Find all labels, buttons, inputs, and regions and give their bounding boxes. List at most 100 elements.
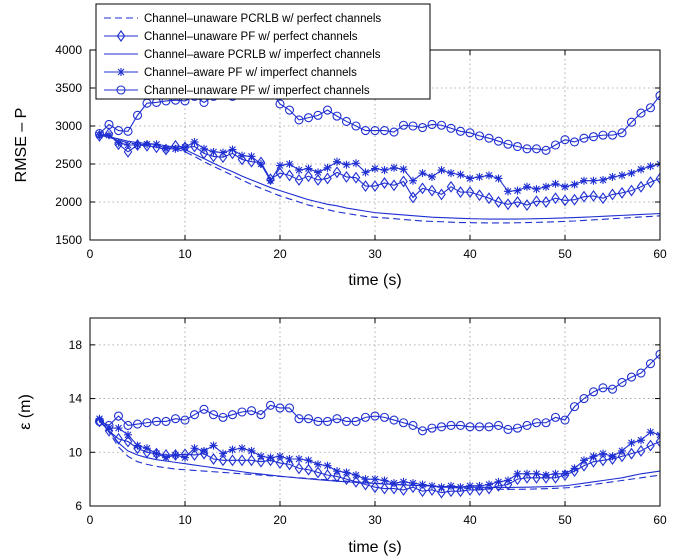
legend-entry-channel-unaware-pf-w-perfect-channels: Channel–unaware PF w/ perfect channels <box>104 30 358 43</box>
error-series-channel-unaware-pf-w-imperfect-channels-point <box>161 416 171 426</box>
error-series-channel-aware-pf-w-imperfect-channels-point <box>304 456 313 465</box>
rmse-series-channel-unaware-pf-w-imperfect-channels-point <box>550 140 561 150</box>
error-series-channel-aware-pf-w-imperfect-channels-point <box>523 469 531 478</box>
rmse-x-tick-label: 50 <box>558 247 572 261</box>
error-series-channel-unaware-pf-w-imperfect-channels-point <box>132 419 143 429</box>
rmse-series-channel-aware-pf-w-imperfect-channels-point <box>200 144 208 153</box>
rmse-y-tick-label: 4000 <box>55 43 82 57</box>
rmse-series-channel-unaware-pf-w-imperfect-channels-point <box>617 128 627 138</box>
rmse-series-channel-aware-pf-w-imperfect-channels-point <box>114 138 123 147</box>
legend-entry-channel-aware-pf-w-imperfect-channels-label: Channel–aware PF w/ imperfect channels <box>144 67 357 79</box>
error-series-channel-aware-pf-w-imperfect-channels-point <box>133 441 142 450</box>
error-series-channel-aware-pf-w-imperfect-channels-point <box>266 453 275 462</box>
rmse-series-channel-unaware-pf-w-perfect-channels-point <box>503 198 513 211</box>
legend-entry-channel-unaware-pf-w-perfect-channels-marker <box>116 30 126 42</box>
error-series-channel-aware-pf-w-imperfect-channels-point <box>485 480 493 489</box>
rmse-series-channel-unaware-pf-w-imperfect-channels-point <box>389 127 399 137</box>
rmse-series-channel-unaware-pf-w-imperfect-channels-point <box>588 132 599 142</box>
error-series-channel-unaware-pf-w-perfect-channels-point <box>636 445 646 457</box>
error-ticks: 0 10 20 30 40 50 60 6 10 14 18 <box>69 318 667 527</box>
rmse-series-channel-aware-pf-w-imperfect-channels-point <box>618 171 626 180</box>
rmse-series-channel-aware-pf-w-imperfect-channels-point <box>399 165 408 174</box>
error-series-channel-unaware-pf-w-perfect-channels-point <box>256 455 266 468</box>
error-series-channel-unaware-pf-w-perfect-channels-point <box>237 454 247 467</box>
error-series-channel-unaware-pf-w-perfect-channels-point <box>418 485 427 498</box>
error-y-tick-label: 18 <box>69 338 83 352</box>
rmse-series-channel-aware-pf-w-imperfect-channels-point <box>247 152 256 161</box>
rmse-series-channel-aware-pf-w-imperfect-channels-point <box>371 164 379 173</box>
rmse-series-channel-unaware-pf-w-perfect-channels-point <box>247 155 256 168</box>
rmse-series-channel-aware-pf-w-imperfect-channels-point <box>561 182 569 191</box>
error-series-channel-unaware-pf-w-imperfect-channels-point <box>560 415 570 425</box>
error-series-channel-unaware-pf-w-imperfect-channels-point <box>474 422 485 432</box>
rmse-series-channel-aware-pf-w-imperfect-channels-point <box>285 160 294 168</box>
rmse-series-channel-unaware-pf-w-perfect-channels-point <box>313 174 323 186</box>
error-series-channel-aware-pf-w-imperfect-channels-point <box>105 424 113 433</box>
error-chart: 0 10 20 30 40 50 60 6 10 14 18 time (s) ε (m) <box>17 317 667 556</box>
error-series-channel-aware-pf-w-imperfect-channels-point <box>513 469 522 478</box>
error-series-channel-unaware-pf-w-imperfect-channels-point <box>617 377 627 388</box>
rmse-series-channel-unaware-pf-w-imperfect-channels-point <box>465 128 475 138</box>
rmse-series-channel-unaware-pf-w-imperfect-channels-point <box>560 135 570 145</box>
error-x-tick-label: 50 <box>558 513 572 527</box>
rmse-series-channel-aware-pf-w-imperfect-channels-point <box>523 182 531 191</box>
error-series-channel-unaware-pf-w-imperfect-channels-point <box>104 420 114 430</box>
rmse-y-tick-label: 3000 <box>55 119 82 133</box>
error-series-channel-aware-pf-w-imperfect-channels-point <box>380 476 389 485</box>
rmse-series-channel-unaware-pf-w-perfect-channels-point <box>418 182 427 195</box>
rmse-series-channel-unaware-pf-w-perfect-channels-point <box>627 184 636 197</box>
error-grid <box>90 318 660 506</box>
error-series-channel-aware-pf-w-imperfect-channels-point <box>181 453 189 462</box>
error-series-channel-unaware-pf-w-imperfect-channels-point <box>351 416 361 426</box>
error-series-channel-aware-pf-w-imperfect-channels-point <box>333 467 341 476</box>
error-plot-area <box>94 349 660 499</box>
rmse-series-channel-unaware-pf-w-perfect-channels-point <box>275 167 285 180</box>
rmse-series-channel-unaware-pf-w-perfect-channels-point <box>513 196 522 208</box>
rmse-series-channel-aware-pf-w-imperfect-channels-point <box>380 166 389 175</box>
rmse-series-channel-aware-pf-w-imperfect-channels-point <box>646 162 655 171</box>
legend-entry-channel-unaware-pf-w-perfect-channels-label: Channel–unaware PF w/ perfect channels <box>144 31 358 43</box>
rmse-series-channel-unaware-pf-w-imperfect-channels-point <box>493 136 504 146</box>
rmse-series-channel-aware-pf-w-imperfect-channels-point <box>133 141 142 149</box>
error-series-channel-aware-pf-w-imperfect-channels-point <box>580 456 588 465</box>
error-series-channel-aware-pf-w-imperfect-channels-point <box>124 430 132 439</box>
rmse-series-channel-unaware-pf-w-imperfect-channels-point <box>607 130 618 140</box>
rmse-series-channel-aware-pf-w-imperfect-channels-point <box>637 165 645 174</box>
error-series-channel-unaware-pf-w-perfect-channels-point <box>541 471 551 484</box>
rmse-series-channel-unaware-pf-w-imperfect-channels-point <box>341 116 352 126</box>
legend-items: Channel–unaware PCRLB w/ perfect channel… <box>104 13 381 97</box>
error-series-channel-aware-pcrlb-w-imperfect-channels <box>99 419 660 489</box>
rmse-series-channel-unaware-pf-w-imperfect-channels-point <box>569 137 580 147</box>
error-series-channel-aware-pf-w-imperfect-channels-point <box>627 438 636 447</box>
rmse-series-channel-unaware-pf-w-perfect-channels-point <box>532 195 541 208</box>
error-series-channel-aware-pf-w-imperfect-channels-point <box>447 481 455 490</box>
error-series-channel-unaware-pf-w-imperfect-channels-point <box>512 423 523 433</box>
error-series-channel-aware-pf-w-imperfect-channels-point <box>295 455 303 463</box>
rmse-series-channel-unaware-pf-w-perfect-channels-point <box>541 196 551 208</box>
error-series-channel-aware-pf-w-imperfect-channels-point <box>542 471 550 480</box>
error-series-channel-unaware-pf-w-perfect-channels-point <box>209 453 218 465</box>
error-series-channel-aware-pf-w-imperfect-channels-point <box>247 446 256 455</box>
error-series-channel-unaware-pf-w-perfect-channels-point <box>399 483 408 496</box>
error-series-channel-aware-pf-w-imperfect-channels-point <box>409 479 417 488</box>
rmse-y-tick-label: 2500 <box>55 157 82 171</box>
error-series-channel-aware-pf-w-imperfect-channels-point <box>371 475 379 484</box>
error-series-channel-aware-pf-w-imperfect-channels-point <box>361 475 370 484</box>
rmse-series-channel-aware-pf-w-imperfect-channels-point <box>181 143 189 152</box>
error-series-channel-unaware-pf-w-perfect-channels-point <box>285 458 294 471</box>
error-series-channel-aware-pf-w-imperfect-channels-point <box>399 477 408 486</box>
error-series-channel-unaware-pf-w-imperfect-channels-point <box>332 414 342 424</box>
error-x-tick-label: 20 <box>273 513 287 527</box>
error-series-channel-unaware-pf-w-imperfect-channels-point <box>436 422 447 432</box>
error-y-axis-label: ε (m) <box>17 394 34 430</box>
rmse-series-channel-unaware-pf-w-imperfect-channels-point <box>294 115 304 125</box>
error-series-channel-unaware-pf-w-perfect-channels-point <box>389 482 399 495</box>
rmse-series-channel-aware-pcrlb-w-imperfect-channels-line <box>99 133 660 220</box>
rmse-x-tick-label: 10 <box>178 247 192 261</box>
error-series-channel-unaware-pf-w-imperfect-channels-point <box>522 420 532 430</box>
rmse-series-channel-aware-pf-w-imperfect-channels-point <box>513 186 522 195</box>
rmse-series-channel-unaware-pf-w-imperfect-channels-point <box>446 123 456 133</box>
error-series-channel-aware-pf-w-imperfect-channels-point <box>171 450 180 459</box>
rmse-series-channel-unaware-pf-w-imperfect-channels-point <box>503 139 513 149</box>
rmse-y-tick-label: 1500 <box>55 233 82 247</box>
